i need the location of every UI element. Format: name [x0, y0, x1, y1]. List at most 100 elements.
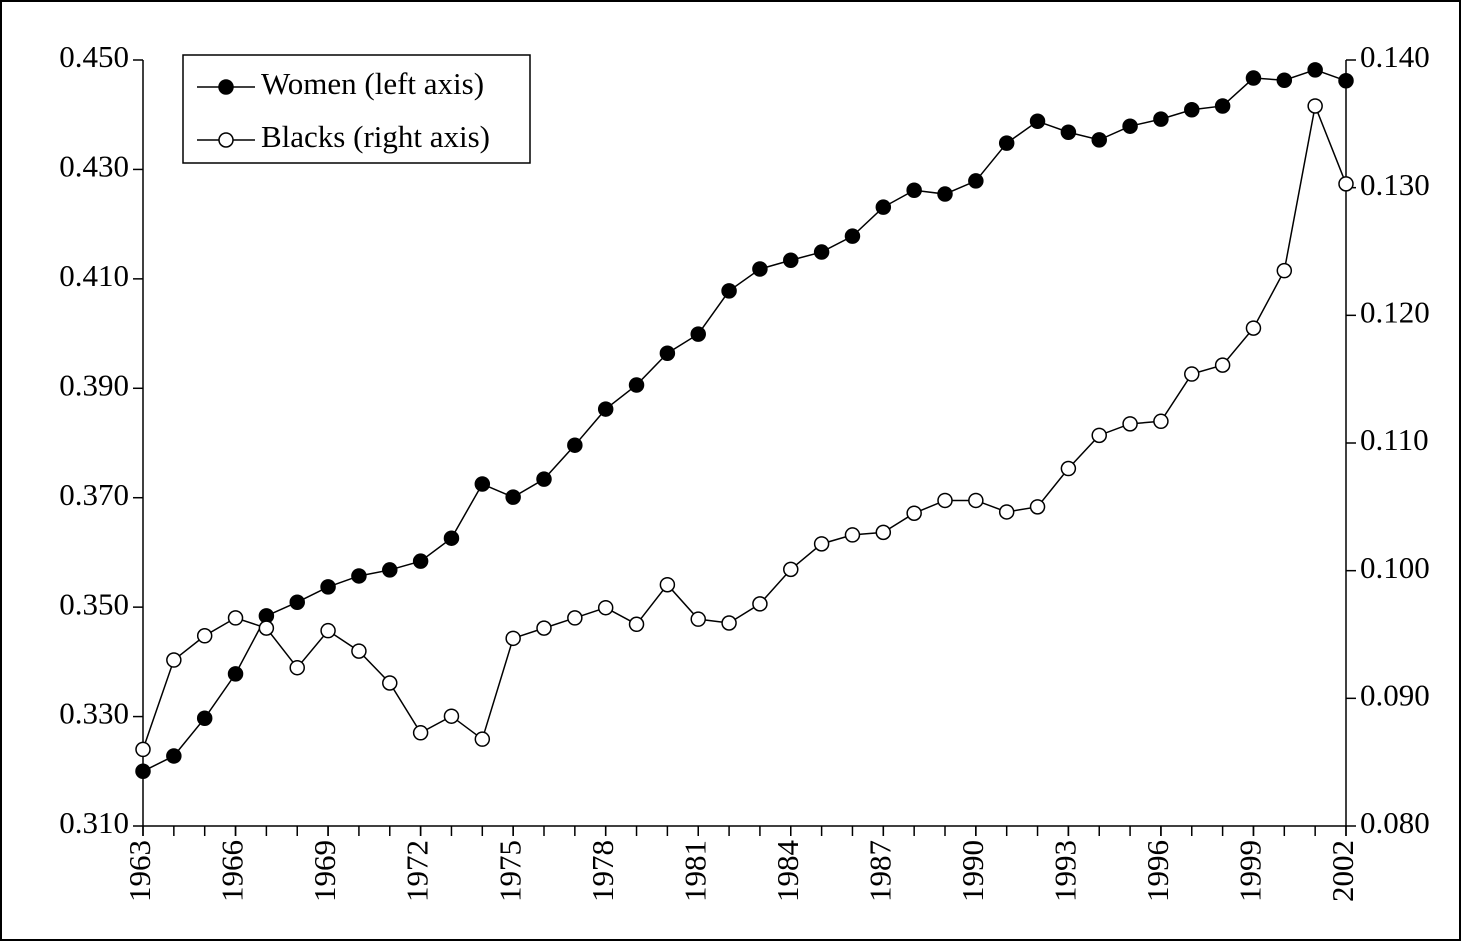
marker: [351, 643, 367, 659]
marker: [721, 615, 737, 631]
marker: [1184, 102, 1200, 118]
y-tick-label: 0.450: [59, 39, 129, 74]
y2-tick-label: 0.100: [1360, 550, 1430, 585]
x-tick-label: 1993: [1047, 840, 1082, 902]
marker: [597, 599, 614, 616]
marker: [1214, 98, 1231, 114]
legend: [182, 54, 531, 164]
marker: [1245, 70, 1262, 86]
marker: [1214, 357, 1231, 373]
x-tick-label: 1984: [770, 840, 805, 903]
marker: [1245, 320, 1262, 336]
series-line: [142, 103, 1347, 750]
marker: [320, 622, 336, 639]
marker: [813, 244, 830, 260]
marker: [443, 530, 460, 546]
marker: [289, 594, 305, 610]
x-tick-label: 1972: [400, 840, 435, 902]
marker: [1338, 176, 1354, 192]
marker: [659, 576, 676, 593]
y-tick-label: 0.330: [59, 696, 129, 731]
marker: [474, 731, 491, 747]
marker: [752, 596, 768, 612]
marker: [628, 377, 645, 393]
marker: [443, 708, 460, 724]
marker: [135, 741, 151, 758]
marker: [196, 710, 213, 726]
marker: [1122, 118, 1138, 134]
marker: [258, 620, 275, 636]
legend-marker: [218, 79, 234, 95]
x-tick-label: 1969: [307, 840, 342, 902]
y-tick-label: 0.350: [59, 586, 129, 621]
marker: [968, 492, 984, 509]
marker: [875, 524, 892, 541]
marker: [227, 666, 244, 682]
marker: [166, 748, 182, 764]
y2-tick-label: 0.120: [1360, 294, 1430, 329]
marker: [998, 504, 1015, 520]
marker: [166, 652, 182, 668]
marker: [1029, 113, 1046, 130]
marker: [813, 536, 830, 552]
legend-marker: [218, 132, 234, 148]
marker: [382, 675, 398, 691]
marker: [1153, 111, 1169, 127]
marker: [906, 505, 922, 521]
marker: [1276, 262, 1293, 279]
y-tick-label: 0.410: [59, 258, 129, 293]
x-tick-label: 1963: [122, 840, 157, 902]
x-tick-label: 1981: [677, 840, 712, 902]
legend-label: Blacks (right axis): [261, 119, 490, 154]
marker: [289, 659, 305, 676]
marker: [628, 616, 645, 633]
marker: [320, 579, 336, 595]
marker: [567, 437, 583, 453]
y-tick-label: 0.370: [59, 477, 129, 512]
marker: [1060, 124, 1077, 140]
marker: [412, 725, 429, 741]
marker: [1091, 132, 1107, 148]
marker: [135, 763, 151, 780]
x-tick-label: 1996: [1140, 840, 1175, 902]
marker: [998, 135, 1015, 151]
marker: [937, 492, 953, 509]
x-tick-label: 1987: [862, 840, 897, 902]
legend-label: Women (left axis): [261, 66, 484, 101]
marker: [412, 553, 429, 569]
marker: [1153, 413, 1169, 430]
x-tick-label: 1966: [215, 840, 250, 902]
marker: [567, 610, 583, 626]
marker: [1091, 427, 1107, 444]
marker: [1184, 366, 1200, 382]
y2-tick-label: 0.090: [1360, 677, 1430, 712]
marker: [721, 283, 737, 299]
marker: [351, 568, 367, 584]
marker: [1307, 62, 1323, 78]
marker: [474, 476, 491, 492]
marker: [659, 345, 676, 362]
marker: [844, 228, 861, 244]
marker: [536, 620, 552, 636]
marker: [196, 628, 213, 644]
marker: [536, 471, 552, 487]
marker: [783, 252, 799, 269]
y2-tick-label: 0.140: [1360, 39, 1430, 74]
y-tick-label: 0.390: [59, 367, 129, 402]
marker: [1029, 499, 1046, 515]
marker: [505, 630, 521, 647]
marker: [597, 401, 614, 417]
marker: [1060, 460, 1077, 477]
marker: [382, 562, 398, 578]
marker: [505, 489, 521, 505]
marker: [1338, 73, 1354, 89]
x-tick-label: 1978: [585, 840, 620, 902]
marker: [937, 186, 953, 202]
marker: [752, 261, 768, 277]
x-tick-label: 2002: [1325, 840, 1360, 902]
marker: [844, 527, 861, 543]
y-tick-label: 0.430: [59, 149, 129, 184]
marker: [1276, 72, 1293, 88]
y2-tick-label: 0.130: [1360, 167, 1430, 202]
